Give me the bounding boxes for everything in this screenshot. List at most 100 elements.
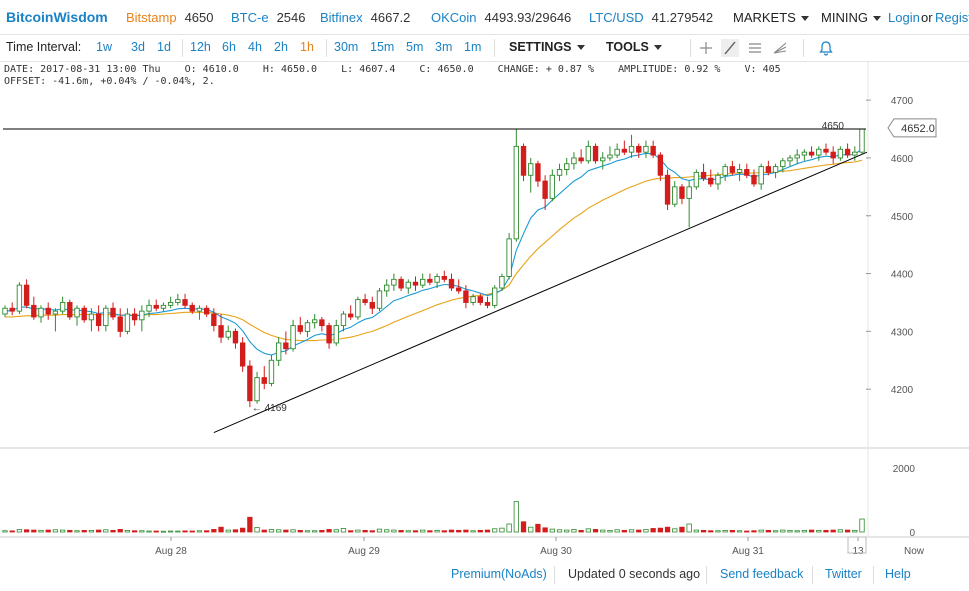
interval-3d[interactable]: 3d [131, 40, 145, 54]
interval-15m[interactable]: 15m [370, 40, 395, 54]
help-link[interactable]: Help [885, 567, 911, 581]
volume-bar [319, 529, 325, 533]
interval-5m[interactable]: 5m [406, 40, 424, 54]
volume-bar [722, 529, 728, 533]
ticker-bitstamp[interactable]: Bitstamp 4650 [126, 10, 214, 25]
candle-body [542, 180, 548, 199]
volume-bar [52, 529, 59, 533]
volume-bar [160, 530, 167, 533]
crosshair-icon[interactable] [697, 39, 715, 57]
candle-body [319, 319, 325, 327]
volume-bar [340, 528, 347, 533]
candle-body [628, 145, 635, 153]
volume-bar [23, 529, 30, 533]
ticker-bitfinex[interactable]: Bitfinex 4667.2 [320, 10, 410, 25]
ticker-okcoin[interactable]: OKCoin 4493.93/29646 [431, 10, 571, 25]
candle-body [160, 304, 167, 309]
interval-1w[interactable]: 1w [96, 40, 112, 54]
candle-body [520, 145, 527, 176]
volume-bar [74, 530, 80, 533]
ticker-btce[interactable]: BTC-e 2546 [231, 10, 305, 25]
separator [812, 566, 813, 584]
candle-body [369, 302, 375, 309]
candle-body [693, 171, 700, 188]
register-link[interactable]: Regist [935, 10, 969, 25]
candle-body [146, 304, 152, 312]
candle-body [275, 342, 282, 361]
candle-body [88, 313, 95, 321]
candle-body [268, 359, 275, 384]
site-logo[interactable]: BitcoinWisdom [6, 9, 108, 25]
volume-bar [607, 529, 613, 533]
tools-label: TOOLS [606, 40, 649, 54]
volume-bar [38, 529, 44, 533]
or-text: or [921, 10, 933, 25]
time-interval-label: Time Interval: [6, 40, 82, 54]
candle-body [95, 313, 102, 327]
candle-body [456, 287, 462, 292]
ticker-price: 2546 [276, 10, 306, 25]
ticker-ltcusd[interactable]: LTC/USD 41.279542 [589, 10, 713, 25]
twitter-link[interactable]: Twitter [825, 567, 862, 581]
candle-body [830, 151, 836, 159]
time-tick-label: Aug 31 [732, 546, 764, 557]
volume-bar [297, 529, 303, 533]
interval-4h[interactable]: 4h [248, 40, 262, 54]
markets-menu[interactable]: MARKETS [733, 10, 809, 25]
updated-status: Updated 0 seconds ago [568, 567, 701, 581]
premium-link[interactable]: Premium(NoAds) [451, 567, 547, 581]
markets-label: MARKETS [733, 10, 796, 25]
volume-bar [95, 529, 102, 533]
volume-bar [506, 523, 512, 533]
fan-icon[interactable] [771, 39, 789, 57]
volume-bar [45, 529, 51, 533]
line-draw-icon[interactable] [721, 39, 739, 57]
interval-2h[interactable]: 2h [274, 40, 288, 54]
volume-bar [657, 527, 663, 533]
volume-bar [204, 530, 210, 533]
candle-body [23, 284, 30, 306]
candle-body [333, 325, 339, 344]
interval-3m[interactable]: 3m [435, 40, 453, 54]
interval-6h[interactable]: 6h [222, 40, 236, 54]
interval-1d[interactable]: 1d [157, 40, 171, 54]
fib-lines-icon[interactable] [746, 39, 764, 57]
send-feedback-link[interactable]: Send feedback [720, 567, 804, 581]
axis-layer: 4200 4300 4400 4500 4600 4700 0 2000 Aug 28 Aug 2… [155, 96, 925, 557]
tools-menu[interactable]: TOOLS [606, 40, 662, 54]
candle-body [463, 290, 469, 303]
candle-body [124, 313, 131, 332]
candle-body [254, 377, 260, 402]
interval-12h[interactable]: 12h [190, 40, 211, 54]
volume-bar [787, 529, 793, 533]
volume-bar [672, 528, 678, 533]
time-tick-label: 13 [852, 546, 864, 557]
candle-body [261, 377, 267, 384]
candle-body [16, 284, 23, 312]
volume-bar [196, 530, 203, 533]
candle-body [211, 313, 217, 327]
mining-menu[interactable]: MINING [821, 10, 881, 25]
volume-bar [276, 529, 282, 533]
price-chart[interactable]: 4650 ← 4169 4652.0 4200 4300 4400 4500 4600 470… [0, 62, 969, 558]
volume-bar [391, 529, 397, 533]
alarm-bell-icon[interactable] [817, 39, 835, 57]
interval-1h[interactable]: 1h [300, 40, 314, 54]
ticker-name: OKCoin [431, 10, 477, 25]
login-link[interactable]: Login [888, 10, 920, 25]
candle-body [736, 169, 743, 173]
candle-body [117, 316, 123, 332]
volume-bar [290, 529, 296, 533]
interval-30m[interactable]: 30m [334, 40, 359, 54]
candle-body [311, 319, 318, 324]
candle-body [81, 307, 87, 321]
candle-body [686, 186, 692, 199]
candle-body [189, 304, 195, 312]
candle-body [326, 325, 332, 344]
settings-menu[interactable]: SETTINGS [509, 40, 585, 54]
volume-bar [549, 528, 555, 533]
interval-1m[interactable]: 1m [464, 40, 482, 54]
ticker-price: 4493.93/29646 [484, 10, 572, 25]
volume-bar [852, 529, 858, 533]
candle-body [708, 177, 714, 185]
